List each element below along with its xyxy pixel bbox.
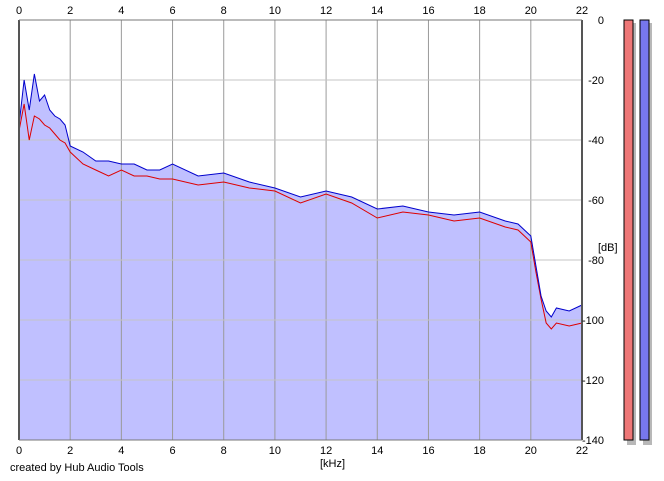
y-tick-label: -60 (588, 195, 604, 207)
x-tick-label-top: 4 (118, 5, 124, 17)
x-tick-label-bottom: 20 (525, 445, 537, 457)
y-tick-label: -120 (582, 375, 604, 387)
x-tick-label-top: 0 (16, 5, 22, 17)
spectrum-fill (19, 74, 582, 440)
x-tick-label-bottom: 2 (67, 445, 73, 457)
x-tick-label-bottom: 18 (474, 445, 486, 457)
tick-labels: 002244668810101212141416161818202022220-… (16, 5, 604, 457)
x-tick-label-top: 16 (422, 5, 434, 17)
axes (18, 19, 583, 441)
channel-meters (623, 19, 652, 445)
series-lines (18, 73, 583, 330)
x-tick-label-top: 22 (576, 5, 588, 17)
x-tick-label-top: 6 (169, 5, 175, 17)
x-tick-label-top: 8 (221, 5, 227, 17)
x-tick-label-top: 20 (525, 5, 537, 17)
x-tick-label-bottom: 12 (320, 445, 332, 457)
y-axis-label: [dB] (598, 242, 618, 254)
x-tick-label-top: 18 (474, 5, 486, 17)
y-tick-label: -80 (588, 255, 604, 267)
x-tick-label-top: 14 (371, 5, 383, 17)
y-tick-label: -140 (582, 435, 604, 447)
x-tick-label-bottom: 16 (422, 445, 434, 457)
grid (18, 19, 583, 441)
x-tick-label-bottom: 22 (576, 445, 588, 457)
y-tick-label: -20 (588, 75, 604, 87)
channel-meter (623, 19, 634, 441)
series-line (18, 103, 583, 330)
x-tick-label-bottom: 6 (169, 445, 175, 457)
channel-meter (639, 19, 650, 441)
y-tick-label: 0 (598, 15, 604, 27)
y-tick-label: -40 (588, 135, 604, 147)
x-tick-label-bottom: 14 (371, 445, 383, 457)
series-line (18, 73, 583, 318)
spectrum-area (19, 74, 582, 440)
x-tick-label-bottom: 8 (221, 445, 227, 457)
x-tick-label-bottom: 4 (118, 445, 124, 457)
x-tick-label-bottom: 0 (16, 445, 22, 457)
x-tick-label-bottom: 10 (269, 445, 281, 457)
x-tick-label-top: 12 (320, 5, 332, 17)
y-tick-label: -100 (582, 315, 604, 327)
x-axis-label: [kHz] (320, 458, 345, 470)
x-tick-label-top: 10 (269, 5, 281, 17)
credit-text: created by Hub Audio Tools (10, 462, 144, 474)
x-tick-label-top: 2 (67, 5, 73, 17)
